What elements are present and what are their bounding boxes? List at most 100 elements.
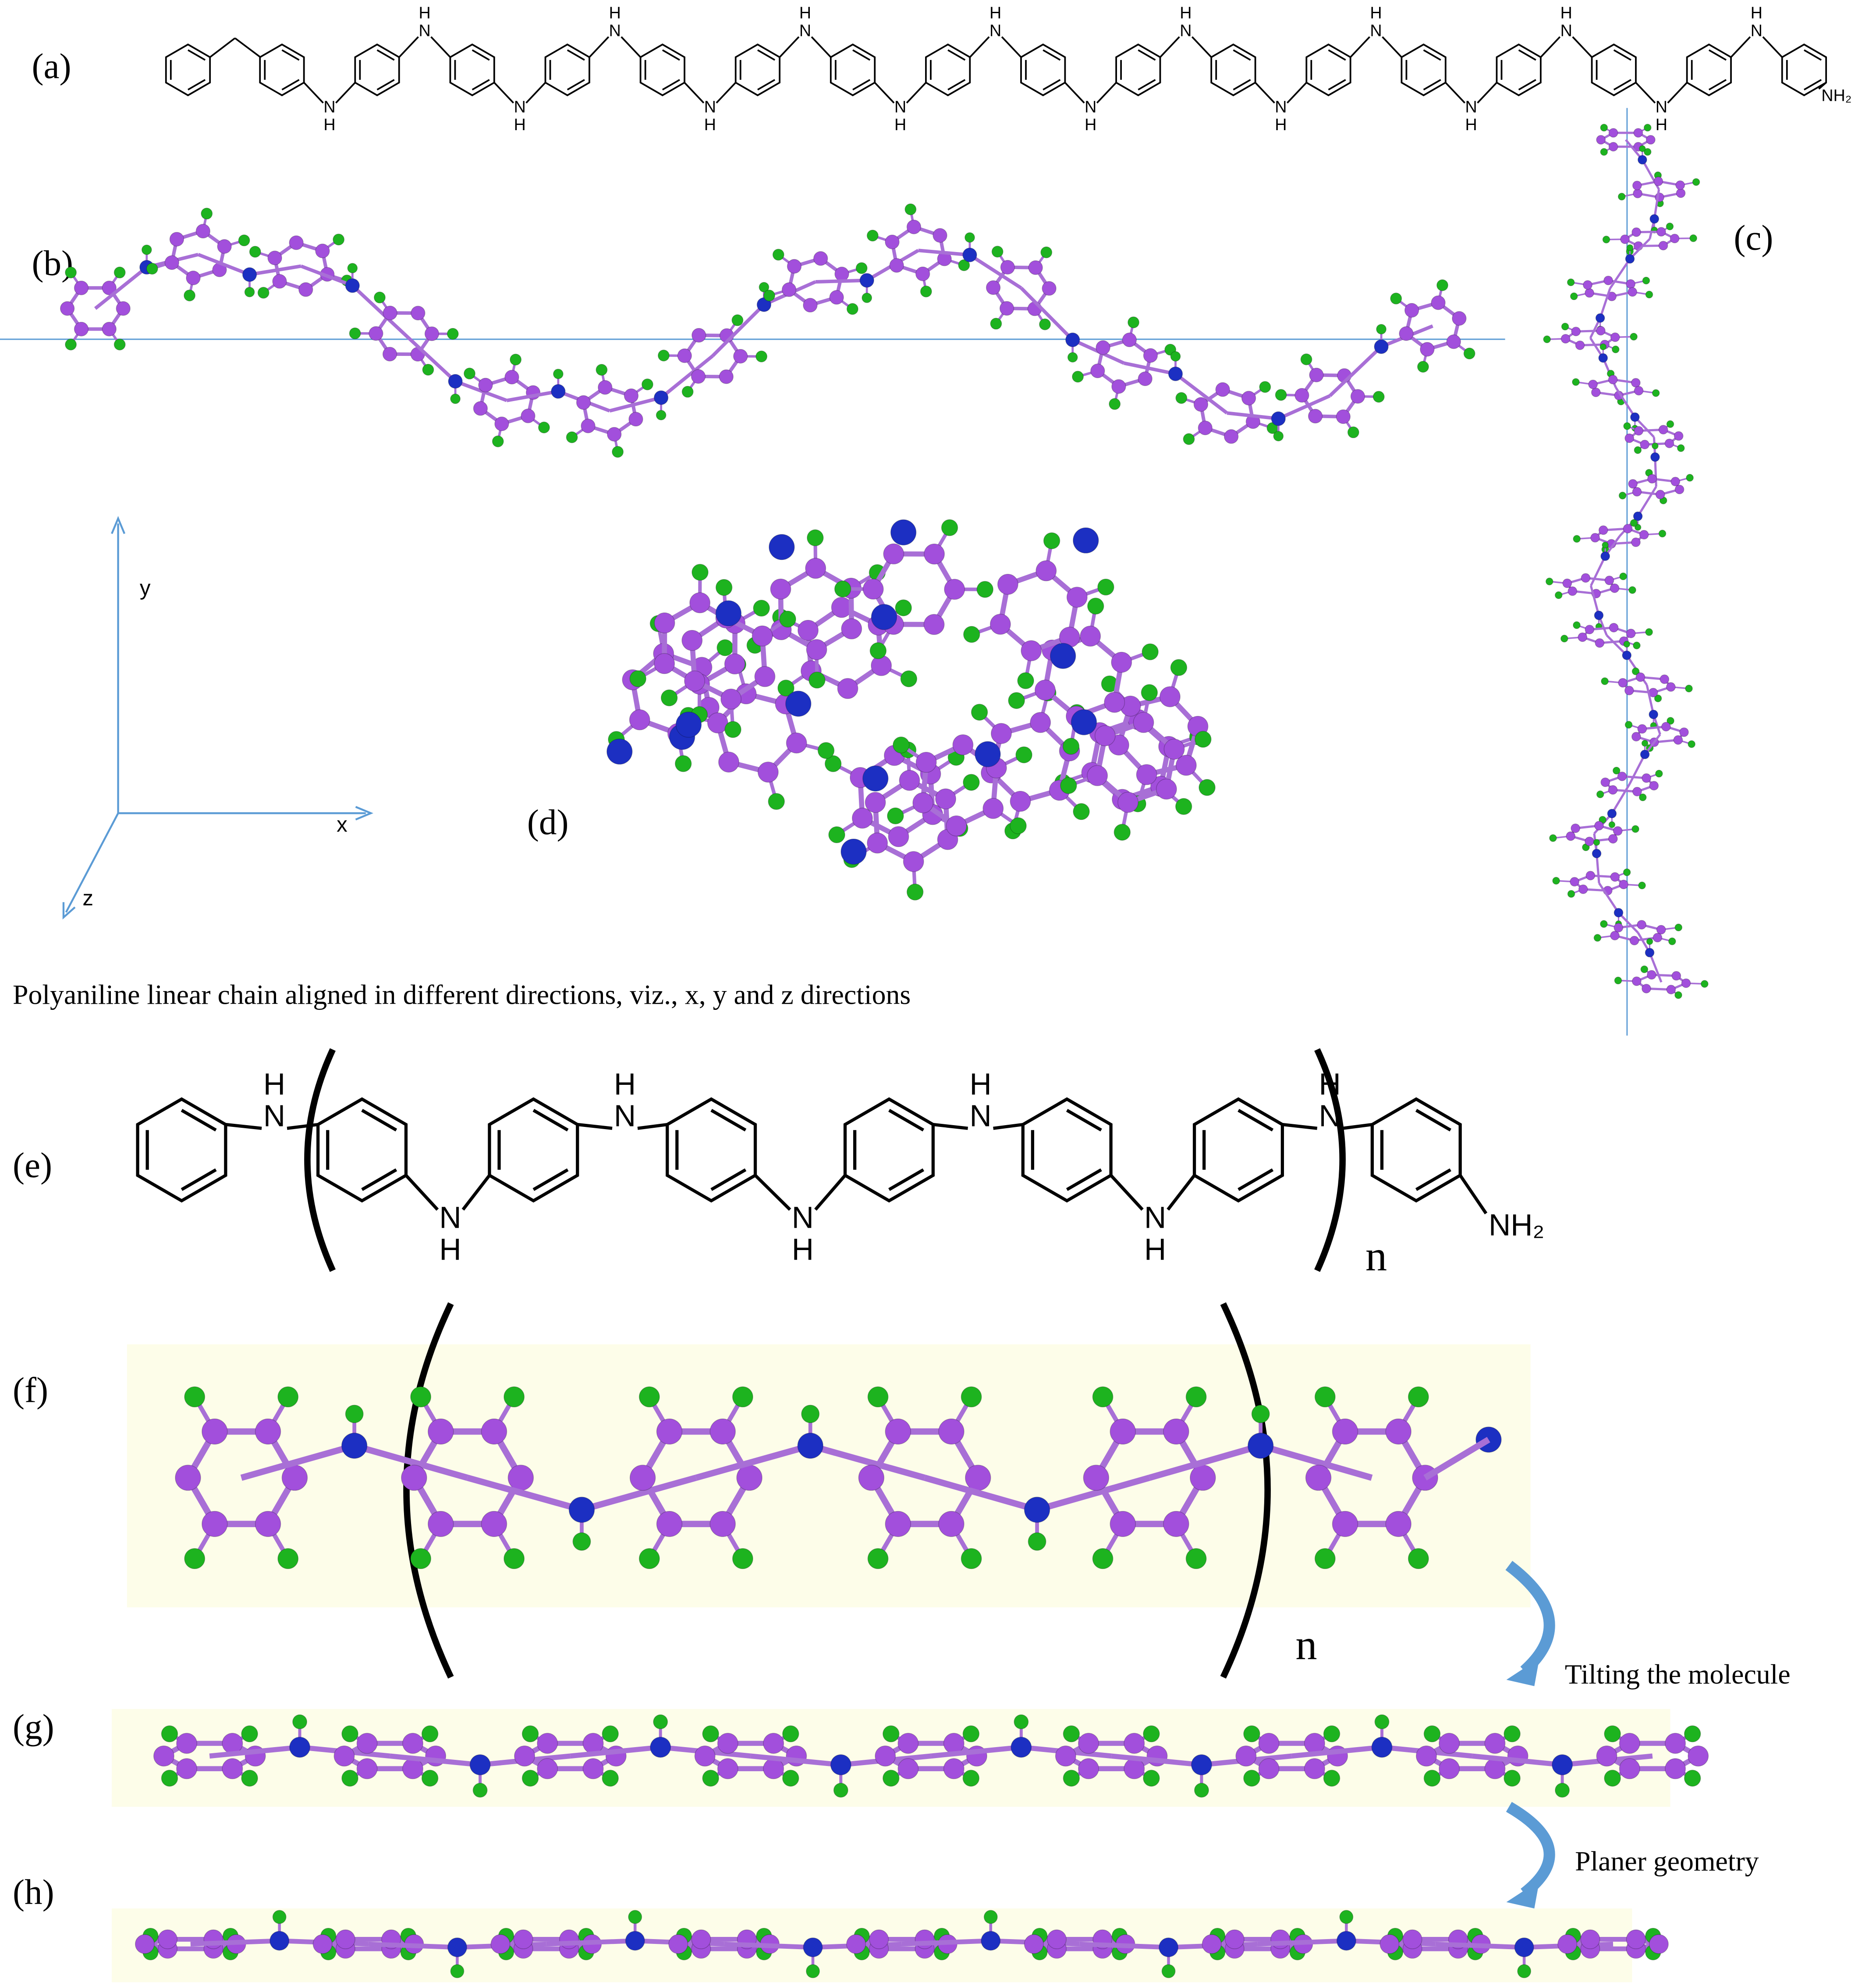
atom [1631,825,1639,833]
stick [581,1474,697,1513]
atom [421,1725,439,1742]
atom [694,1745,716,1767]
atom-label: H [1370,4,1382,22]
annotation: Tilting the molecule [1565,1659,1791,1690]
atom [1117,792,1139,813]
atom [656,1418,683,1445]
stick [723,1941,813,1950]
atom-label: H [514,115,526,134]
atom [1073,803,1090,820]
stick [1277,394,1331,420]
atom [242,267,257,282]
atom [176,1733,197,1754]
atom [915,752,937,773]
atom [1128,316,1140,328]
atom [1484,1733,1506,1754]
atom [504,1386,525,1407]
atom [1666,222,1674,231]
stick [1615,387,1636,418]
arrowhead [1506,1880,1539,1909]
atom [1628,586,1636,594]
atom [1623,422,1631,430]
atom [333,233,345,245]
stick [1599,288,1611,319]
atom [1195,731,1212,748]
atom [257,287,270,299]
atom [1560,635,1568,643]
bond [589,36,610,58]
atom [428,1418,454,1445]
atom [754,666,776,687]
atom [1639,530,1649,540]
double-bond [662,79,680,91]
atom [1600,551,1610,561]
bond [754,1174,791,1211]
atom [1585,625,1595,635]
stick [506,390,559,402]
atom [1631,976,1642,986]
atom [1439,1733,1460,1754]
atom [1399,326,1414,341]
atom [981,1931,1001,1951]
atom [341,1432,368,1459]
atom [1604,1769,1621,1787]
atom [1630,412,1640,422]
stick [1174,372,1228,415]
atom [1668,937,1676,945]
atom [1096,340,1110,355]
atom [1390,292,1402,305]
atom [312,1934,333,1954]
atom [1637,920,1647,930]
double-bond [1233,79,1251,91]
atom-label: H [1144,1232,1166,1266]
atom-label: H [263,1067,285,1101]
atom [1504,1725,1521,1742]
atom [1681,978,1691,988]
atom [1185,1386,1207,1407]
atom [755,350,768,362]
atom [674,755,692,772]
atom [846,303,858,315]
atom [424,326,440,341]
atom [656,410,667,421]
atom [692,328,706,343]
bond [779,36,800,58]
atom [1463,348,1475,359]
double-bond [188,49,206,61]
atom [1133,712,1154,733]
atom [1055,1745,1076,1767]
atom [1645,291,1653,298]
atom [991,723,1012,744]
panel-label: (c) [1734,218,1773,257]
bond [1572,36,1592,58]
double-bond [1138,49,1156,61]
atom [1595,638,1605,648]
atom [1124,1758,1145,1780]
stick [353,1442,468,1481]
atom [450,393,461,404]
atom [1638,881,1646,889]
atom [74,322,89,337]
atom [1446,334,1461,349]
atom [1094,725,1116,746]
atom [971,703,988,721]
arrow [1506,1801,1555,1898]
atom [65,266,77,279]
atom-label: N [1465,97,1477,116]
atom [1040,246,1053,259]
atom [1420,342,1435,357]
panel-label: (e) [13,1146,52,1185]
atom [1423,1725,1441,1742]
double-bond [1804,79,1822,91]
atom [882,1725,900,1742]
atom [653,1714,668,1730]
atom [596,364,608,376]
atom [1609,623,1619,632]
atom [888,826,909,847]
stick [94,266,148,310]
atom [1578,884,1588,894]
atom [883,543,904,565]
atom [1371,1737,1393,1758]
atom [834,266,849,281]
stick [1472,1753,1563,1768]
